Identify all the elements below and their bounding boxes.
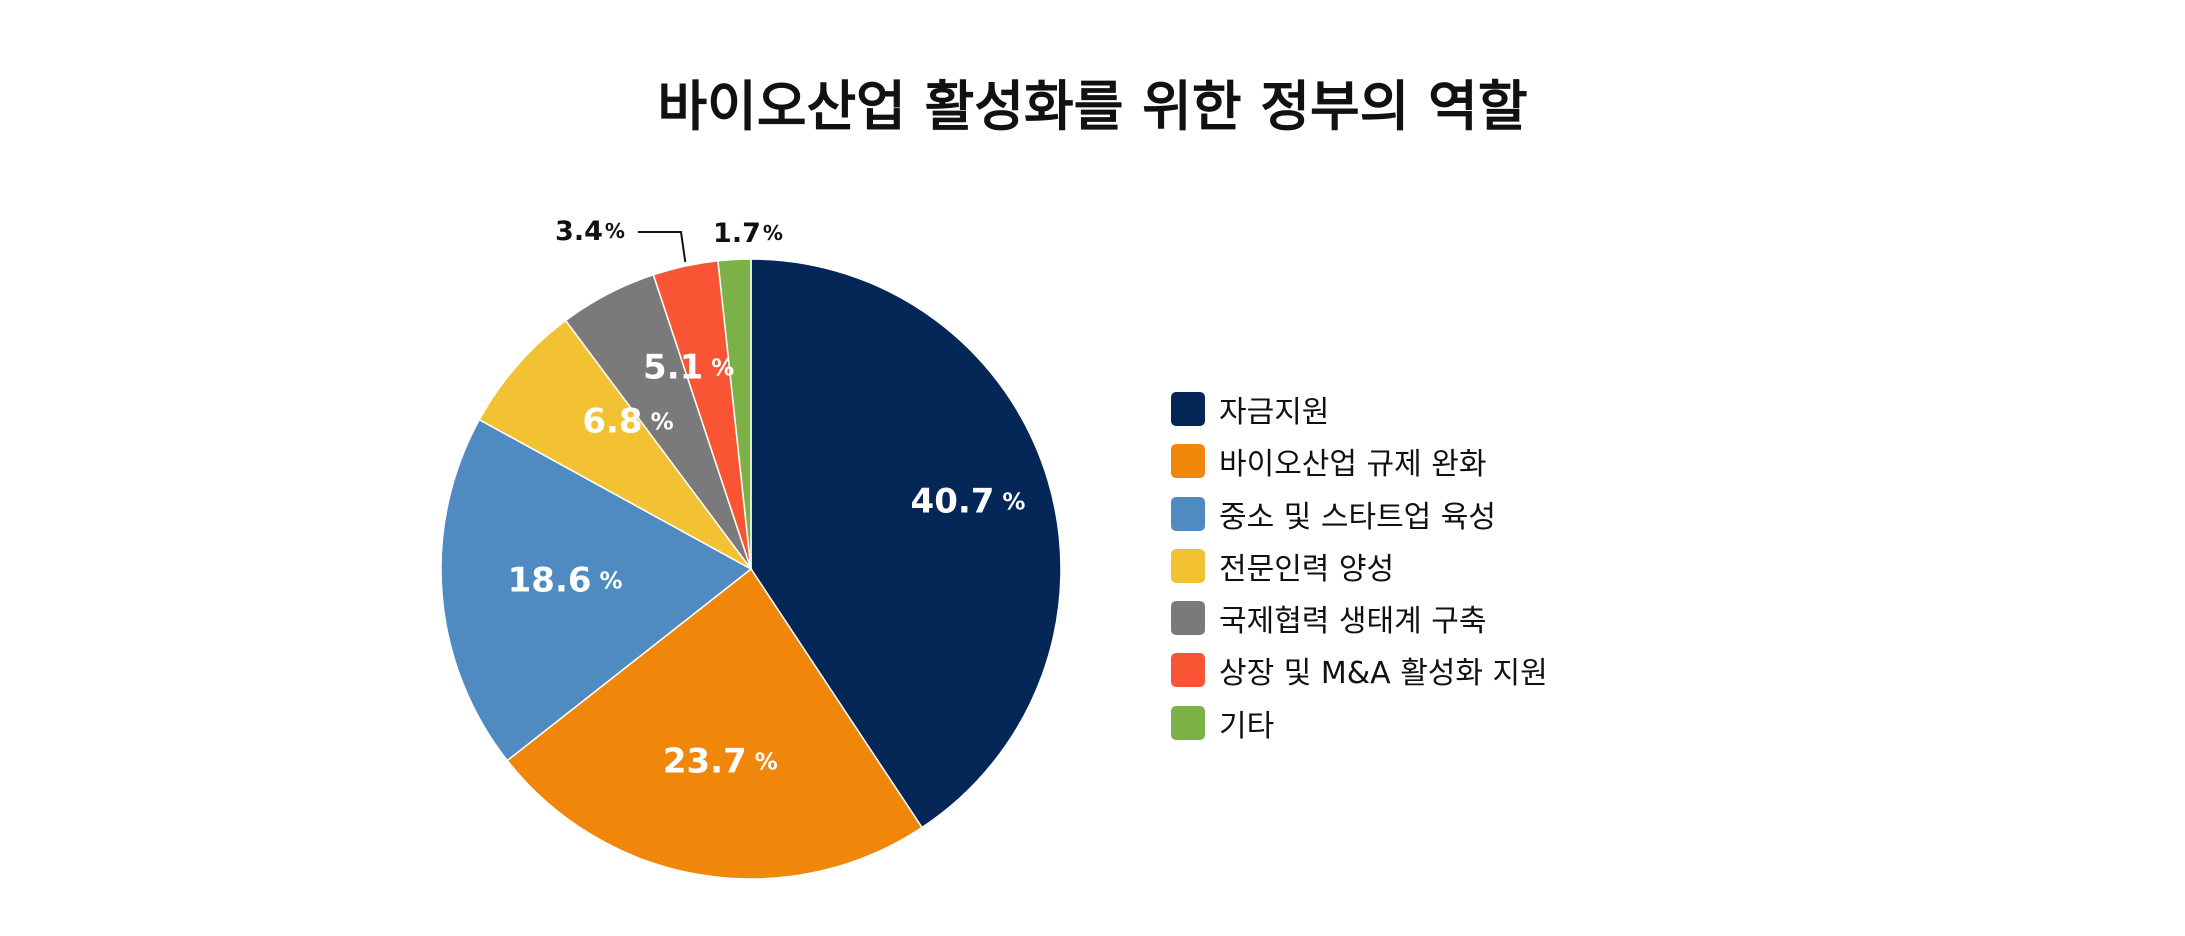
pie-slice-2 bbox=[506, 567, 924, 880]
data-label-3: 18.6% bbox=[508, 560, 623, 600]
legend-swatch bbox=[1171, 653, 1205, 688]
data-label-6: 3.4% bbox=[555, 216, 625, 247]
legend-item: 바이오산업 규제 완화 bbox=[1171, 444, 1731, 482]
legend-label: 기타 bbox=[1219, 708, 1275, 744]
data-label-4: 6.8% bbox=[582, 401, 673, 441]
data-label-2: 23.7% bbox=[663, 741, 778, 781]
legend-item: 국제협력 생태계 구축 bbox=[1171, 601, 1731, 639]
legend-swatch bbox=[1171, 548, 1205, 583]
legend-swatch bbox=[1171, 705, 1205, 740]
chart-title: 바이오산업 활성화를 위한 정부의 역할 bbox=[657, 75, 1528, 138]
legend-item: 중소 및 스타트업 육성 bbox=[1171, 496, 1731, 535]
pie-slices bbox=[440, 258, 1062, 880]
legend-swatch bbox=[1171, 496, 1205, 531]
legend-swatch bbox=[1171, 601, 1205, 636]
leader-lines bbox=[638, 231, 687, 263]
legend-item: 상장 및 M&A 활성화 지원 bbox=[1171, 653, 1731, 691]
data-labels: 40.7 % 23.7 % 18.6 % 6.8 % 5.1 % 3.4% 1.7% bbox=[508, 216, 1026, 782]
leader-line-6 bbox=[638, 231, 687, 263]
legend-label: 바이오산업 규제 완화 bbox=[1219, 447, 1487, 483]
legend-item: 기타 bbox=[1171, 705, 1731, 744]
legend-label: 전문인력 양성 bbox=[1219, 551, 1395, 587]
data-label-5: 5.1% bbox=[643, 347, 734, 387]
legend-swatch bbox=[1171, 392, 1205, 426]
legend-item: 전문인력 양성 bbox=[1171, 548, 1731, 587]
pie-slice-7 bbox=[717, 258, 752, 570]
legend-item: 자금지원 bbox=[1171, 392, 1731, 430]
legend-label: 상장 및 M&A 활성화 지원 bbox=[1219, 656, 1548, 692]
pie-slice-3 bbox=[440, 418, 753, 762]
data-label-7: 1.7% bbox=[713, 218, 783, 249]
legend-label: 자금지원 bbox=[1219, 395, 1330, 430]
legend-label: 중소 및 스타트업 육성 bbox=[1219, 499, 1497, 535]
legend-label: 국제협력 생태계 구축 bbox=[1219, 604, 1487, 640]
legend-swatch bbox=[1171, 444, 1205, 479]
pie-slice-4 bbox=[478, 319, 752, 570]
data-label-1: 40.7% bbox=[911, 481, 1026, 521]
